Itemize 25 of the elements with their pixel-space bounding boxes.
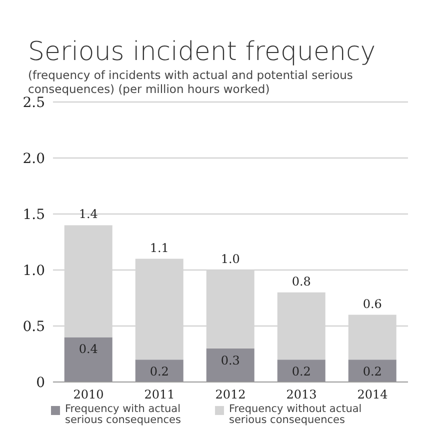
total-label: 0.8 <box>292 274 311 288</box>
x-tick-label: 2011 <box>144 388 175 402</box>
data-label: 0.3 <box>220 353 240 368</box>
x-tick-label: 2012 <box>215 388 246 402</box>
chart-subtitle: (frequency of incidents with actual and potential serious consequences) (per million hours worked) <box>28 68 354 96</box>
y-tick-label: 2.0 <box>22 150 45 167</box>
x-tick-label: 2010 <box>73 388 104 402</box>
y-tick-label: 1.5 <box>22 206 45 223</box>
total-label: 1.1 <box>150 240 169 255</box>
total-label: 0.6 <box>362 296 382 311</box>
legend-label: Frequency without actual serious consequences <box>229 403 363 426</box>
y-tick-label: 1.0 <box>22 262 45 279</box>
x-tick-label: 2014 <box>357 388 388 402</box>
y-tick-label: 2.5 <box>22 94 45 111</box>
y-tick-label: 0.5 <box>22 318 45 335</box>
x-tick-label: 2013 <box>286 388 317 402</box>
total-label: 1.0 <box>220 252 240 266</box>
data-label: 0.2 <box>362 364 382 379</box>
y-tick-label: 0 <box>36 374 45 391</box>
chart-title: Serious incident frequency <box>28 37 377 67</box>
total-label: 1.4 <box>78 207 98 222</box>
legend-label: Frequency with actual serious consequences <box>65 403 182 426</box>
data-label: 0.2 <box>150 364 169 379</box>
data-label: 0.2 <box>292 364 311 379</box>
data-label: 0.4 <box>78 342 98 356</box>
